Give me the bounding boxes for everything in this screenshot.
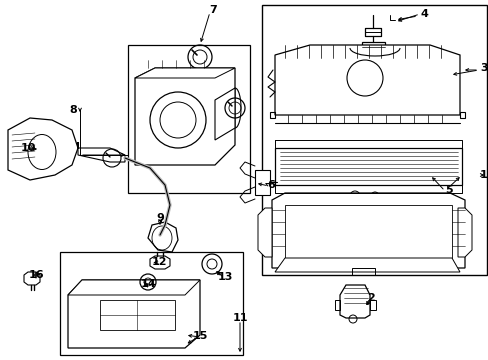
Polygon shape [274, 258, 459, 272]
Polygon shape [258, 208, 271, 257]
Text: 12: 12 [151, 257, 166, 267]
Text: 4: 4 [419, 9, 427, 19]
Text: 5: 5 [444, 185, 452, 195]
Text: 11: 11 [232, 313, 247, 323]
Polygon shape [271, 193, 464, 268]
Polygon shape [274, 45, 459, 115]
Text: 10: 10 [20, 143, 36, 153]
Polygon shape [361, 42, 384, 52]
Polygon shape [78, 142, 125, 162]
Polygon shape [100, 300, 175, 330]
Polygon shape [254, 170, 269, 195]
Text: 16: 16 [29, 270, 45, 280]
Text: 14: 14 [140, 279, 156, 289]
Text: 3: 3 [479, 63, 487, 73]
Text: 15: 15 [192, 331, 207, 341]
Text: 1: 1 [479, 170, 487, 180]
Polygon shape [274, 148, 461, 185]
Polygon shape [135, 68, 235, 78]
Polygon shape [215, 88, 235, 140]
Bar [60, 252, 243, 355]
Polygon shape [24, 272, 40, 285]
Bar [262, 5, 486, 275]
Text: 8: 8 [69, 105, 77, 115]
Polygon shape [135, 68, 235, 165]
Polygon shape [148, 222, 178, 252]
Text: 13: 13 [217, 272, 232, 282]
Polygon shape [68, 280, 200, 348]
Text: 9: 9 [156, 213, 163, 223]
Polygon shape [339, 285, 369, 318]
Polygon shape [68, 280, 200, 295]
Polygon shape [285, 205, 451, 258]
Polygon shape [150, 256, 170, 269]
Text: 2: 2 [366, 293, 374, 303]
Polygon shape [457, 208, 471, 257]
Bar [128, 45, 249, 193]
Polygon shape [8, 118, 78, 180]
Text: 6: 6 [266, 180, 274, 190]
Text: 7: 7 [209, 5, 217, 15]
